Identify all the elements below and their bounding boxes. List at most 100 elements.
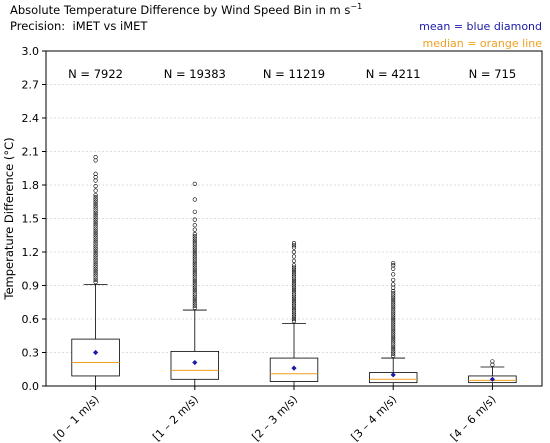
outlier-point — [291, 310, 297, 315]
chart-title-text: Absolute Temperature Difference by Wind … — [10, 2, 351, 17]
outlier-point — [192, 296, 197, 302]
outlier-point — [192, 299, 197, 304]
outlier-point — [93, 226, 98, 231]
outlier-point — [93, 239, 98, 245]
outlier-point — [93, 235, 98, 240]
outlier-point — [391, 347, 396, 352]
outlier-point — [192, 181, 197, 186]
outlier-point — [192, 227, 197, 232]
outlier-point — [93, 217, 98, 222]
outlier-point — [291, 249, 297, 255]
outlier-point — [192, 261, 197, 266]
outlier-point — [93, 171, 98, 176]
outlier-point — [391, 306, 396, 312]
y-tick-label: 1.5 — [22, 213, 40, 226]
box-iqr — [71, 338, 120, 377]
outlier-point — [93, 221, 98, 227]
outlier-point — [93, 206, 98, 211]
outlier-point — [391, 320, 396, 325]
outlier-point — [192, 217, 197, 222]
outlier-point — [192, 301, 197, 306]
outlier-point — [192, 272, 197, 277]
outlier-point — [93, 257, 98, 262]
outlier-point — [391, 338, 396, 343]
mean-diamond — [93, 349, 99, 356]
outlier-point — [391, 324, 396, 329]
grid-lines — [46, 84, 542, 353]
outlier-point — [93, 233, 98, 238]
outlier-point — [93, 244, 98, 249]
mean-diamond — [192, 359, 198, 366]
outlier-point — [93, 197, 98, 202]
outlier-point — [93, 277, 98, 283]
outlier-point — [192, 209, 197, 214]
outlier-point — [192, 258, 197, 264]
outlier-point — [192, 278, 197, 284]
outlier-point — [93, 201, 98, 207]
outlier-point — [291, 240, 297, 246]
outlier-point — [93, 210, 98, 216]
legend-median: median = orange line — [422, 37, 542, 50]
outlier-point — [391, 282, 396, 287]
outlier-point — [291, 243, 297, 248]
x-tick-label: [0 – 1 m/s) — [51, 393, 102, 443]
count-label: N = 19383 — [164, 67, 226, 81]
outlier-point — [93, 273, 98, 278]
outlier-point — [391, 304, 396, 309]
outlier-point — [192, 249, 197, 255]
outlier-point — [93, 208, 98, 213]
chart-subtitle: Precision: iMET vs iMET — [10, 19, 148, 33]
outlier-point — [93, 266, 98, 271]
outlier-point — [291, 296, 297, 302]
outlier-point — [192, 287, 197, 293]
outlier-point — [391, 340, 396, 345]
outlier-point — [291, 292, 297, 297]
outlier-point — [192, 292, 197, 297]
outlier-point — [192, 240, 197, 246]
outlier-point — [291, 316, 297, 322]
outlier-point — [192, 274, 197, 279]
outlier-point — [291, 305, 297, 310]
outlier-point — [291, 287, 297, 293]
count-label: N = 11219 — [263, 67, 325, 81]
outlier-point — [93, 213, 98, 218]
outlier-point — [93, 228, 98, 233]
outlier-point — [192, 276, 197, 281]
outlier-point — [291, 263, 297, 268]
outlier-point — [391, 302, 396, 307]
outlier-point — [93, 248, 98, 253]
outlier-point — [391, 353, 396, 358]
x-tick-label: [4 – 6 m/s) — [448, 393, 499, 443]
outlier-point — [291, 319, 297, 324]
outlier-point — [192, 270, 197, 275]
y-tick-label: 2.4 — [22, 112, 40, 125]
outlier-point — [93, 192, 98, 198]
outlier-point — [192, 290, 197, 295]
outlier-point — [391, 309, 396, 314]
outlier-point — [391, 300, 396, 305]
outlier-point — [391, 331, 396, 336]
outlier-point — [291, 307, 297, 313]
outlier-point — [391, 333, 396, 338]
count-label: N = 7922 — [68, 67, 123, 81]
y-tick-label: 2.1 — [22, 146, 40, 159]
y-tick-label: 1.2 — [22, 246, 40, 259]
outlier-point — [93, 280, 98, 285]
outlier-point — [391, 318, 396, 323]
outlier-point — [291, 314, 297, 319]
outlier-point — [391, 322, 396, 327]
outlier-point — [291, 312, 297, 317]
outlier-point — [391, 315, 396, 320]
outlier-point — [192, 243, 197, 248]
box-iqr — [170, 350, 220, 380]
outlier-point — [291, 245, 297, 250]
outlier-point — [93, 255, 98, 260]
outlier-point — [192, 303, 197, 308]
outlier-point — [291, 276, 297, 281]
y-tick-label: 3.0 — [22, 45, 40, 58]
outlier-point — [391, 329, 396, 334]
outlier-point — [93, 262, 98, 267]
outlier-point — [192, 256, 197, 261]
outlier-point — [391, 297, 396, 303]
